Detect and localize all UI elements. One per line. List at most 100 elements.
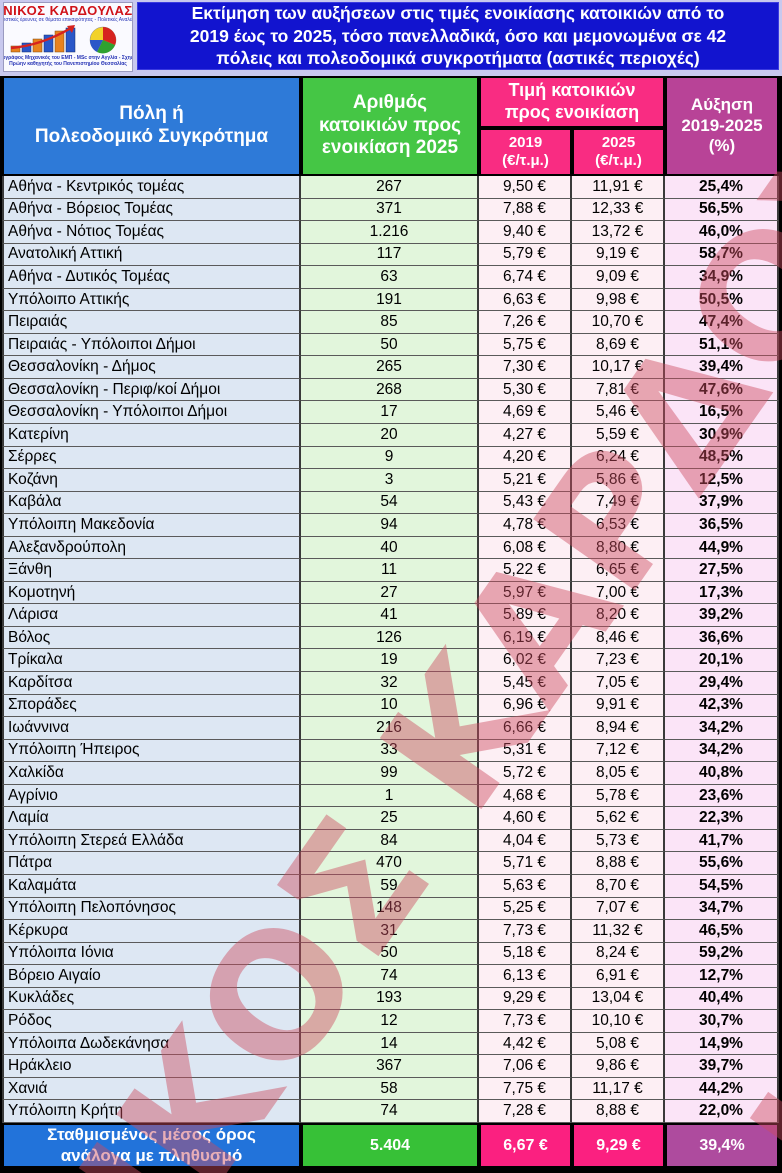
cell-count: 9 [301,446,479,470]
cell-price-2025: 8,69 € [572,333,665,357]
cell-city: Σποράδες [2,694,301,718]
cell-count: 126 [301,626,479,650]
cell-city: Αγρίνιο [2,784,301,808]
cell-price-2019: 7,75 € [479,1077,572,1101]
cell-price-2025: 6,91 € [572,965,665,988]
cell-city: Κατερίνη [2,424,301,447]
table-row: Ξάνθη 11 5,22 € 6,65 € 27,5% [2,559,782,582]
table-row: Ρόδος 12 7,73 € 10,10 € 30,7% [2,1010,782,1033]
cell-price-2019: 5,89 € [479,604,572,627]
header-city: Πόλη ή Πολεοδομικό Συγκρότημα [2,76,301,176]
cell-count: 94 [301,514,479,537]
cell-price-2019: 4,04 € [479,829,572,853]
cell-city: Πειραιάς [2,311,301,334]
cell-price-2025: 8,88 € [572,852,665,875]
cell-price-2025: 8,05 € [572,762,665,785]
cell-price-2019: 5,71 € [479,852,572,875]
cell-increase: 41,7% [665,829,779,853]
cell-increase: 54,5% [665,874,779,898]
cell-city: Ηράκλειο [2,1055,301,1078]
cell-price-2019: 4,78 € [479,514,572,537]
cell-count: 265 [301,356,479,379]
top-band: ΝΙΚΟΣ ΚΑΡΔΟΥΛΑΣ Στατιστικές έρευνες σε θ… [0,0,782,76]
cell-price-2019: 7,73 € [479,920,572,943]
table-row: Πειραιάς - Υπόλοιποι Δήμοι 50 5,75 € 8,6… [2,333,782,357]
cell-price-2025: 6,53 € [572,514,665,537]
cell-price-2019: 4,69 € [479,401,572,425]
cell-price-2019: 6,63 € [479,288,572,312]
cell-city: Ιωάννινα [2,717,301,740]
cell-price-2025: 5,73 € [572,829,665,853]
table-row: Κατερίνη 20 4,27 € 5,59 € 30,9% [2,424,782,447]
footer-price-2025: 9,29 € [572,1123,665,1168]
cell-price-2025: 6,24 € [572,446,665,470]
cell-increase: 59,2% [665,942,779,966]
table-row: Αθήνα - Νότιος Τομέας 1.216 9,40 € 13,72… [2,221,782,244]
header-rent-price: Τιμή κατοικιών προς ενοικίαση [479,76,665,128]
cell-price-2025: 9,86 € [572,1055,665,1078]
cell-price-2025: 10,17 € [572,356,665,379]
cell-count: 63 [301,266,479,289]
cell-price-2025: 11,91 € [572,176,665,199]
cell-price-2019: 6,66 € [479,717,572,740]
cell-city: Θεσσαλονίκη - Υπόλοιποι Δήμοι [2,401,301,425]
cell-city: Υπόλοιπα Δωδεκάνησα [2,1032,301,1056]
cell-increase: 40,4% [665,987,779,1011]
cell-price-2025: 11,32 € [572,920,665,943]
cell-price-2019: 7,06 € [479,1055,572,1078]
table-row: Αθήνα - Δυτικός Τομέας 63 6,74 € 9,09 € … [2,266,782,289]
cell-city: Θεσσαλονίκη - Δήμος [2,356,301,379]
cell-price-2019: 9,50 € [479,176,572,199]
cell-city: Αθήνα - Κεντρικός τομέας [2,176,301,199]
cell-increase: 44,9% [665,536,779,560]
logo: ΝΙΚΟΣ ΚΑΡΔΟΥΛΑΣ Στατιστικές έρευνες σε θ… [3,2,133,72]
cell-count: 33 [301,739,479,763]
cell-increase: 40,8% [665,762,779,785]
cell-price-2019: 5,22 € [479,559,572,582]
table-row: Χανιά 58 7,75 € 11,17 € 44,2% [2,1077,782,1101]
cell-price-2019: 5,18 € [479,942,572,966]
cell-price-2019: 5,63 € [479,874,572,898]
logo-credentials-1: Τοπογράφος Μηχανικός του ΕΜΠ - MSc στην … [4,55,133,62]
cell-increase: 39,7% [665,1055,779,1078]
cell-increase: 36,5% [665,514,779,537]
cell-price-2025: 7,07 € [572,897,665,921]
cell-price-2019: 5,31 € [479,739,572,763]
cell-city: Καλαμάτα [2,874,301,898]
cell-count: 32 [301,672,479,695]
cell-city: Καρδίτσα [2,672,301,695]
cell-price-2025: 5,78 € [572,784,665,808]
cell-increase: 47,4% [665,311,779,334]
table-row: Υπόλοιπη Πελοπόνησος 148 5,25 € 7,07 € 3… [2,897,782,921]
cell-increase: 37,9% [665,491,779,515]
cell-price-2025: 9,98 € [572,288,665,312]
table-row: Λαμία 25 4,60 € 5,62 € 22,3% [2,807,782,830]
header-increase: Αύξηση 2019-2025 (%) [665,76,779,176]
cell-increase: 17,3% [665,581,779,605]
cell-increase: 39,4% [665,356,779,379]
cell-increase: 56,5% [665,198,779,222]
cell-price-2025: 8,70 € [572,874,665,898]
cell-price-2025: 13,72 € [572,221,665,244]
table-row: Αθήνα - Βόρειος Τομέας 371 7,88 € 12,33 … [2,198,782,222]
cell-price-2019: 6,19 € [479,626,572,650]
table-row: Καλαμάτα 59 5,63 € 8,70 € 54,5% [2,874,782,898]
table-row: Καβάλα 54 5,43 € 7,49 € 37,9% [2,491,782,515]
cell-price-2025: 5,59 € [572,424,665,447]
cell-city: Υπόλοιπο Αττικής [2,288,301,312]
cell-count: 25 [301,807,479,830]
cell-city: Σέρρες [2,446,301,470]
table-row: Καρδίτσα 32 5,45 € 7,05 € 29,4% [2,672,782,695]
table-row: Σέρρες 9 4,20 € 6,24 € 48,5% [2,446,782,470]
table-header: Πόλη ή Πολεοδομικό Συγκρότημα Αριθμός κα… [2,76,782,176]
table-row: Υπόλοιπη Ήπειρος 33 5,31 € 7,12 € 34,2% [2,739,782,763]
cell-increase: 42,3% [665,694,779,718]
cell-increase: 27,5% [665,559,779,582]
cell-price-2025: 13,04 € [572,987,665,1011]
cell-city: Βόρειο Αιγαίο [2,965,301,988]
table-row: Θεσσαλονίκη - Δήμος 265 7,30 € 10,17 € 3… [2,356,782,379]
cell-count: 40 [301,536,479,560]
cell-price-2019: 5,30 € [479,378,572,402]
table-row: Βόρειο Αιγαίο 74 6,13 € 6,91 € 12,7% [2,965,782,988]
